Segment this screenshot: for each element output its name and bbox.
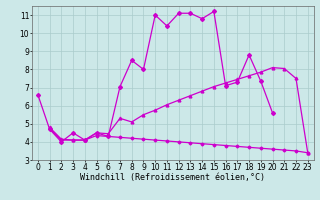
X-axis label: Windchill (Refroidissement éolien,°C): Windchill (Refroidissement éolien,°C)	[80, 173, 265, 182]
